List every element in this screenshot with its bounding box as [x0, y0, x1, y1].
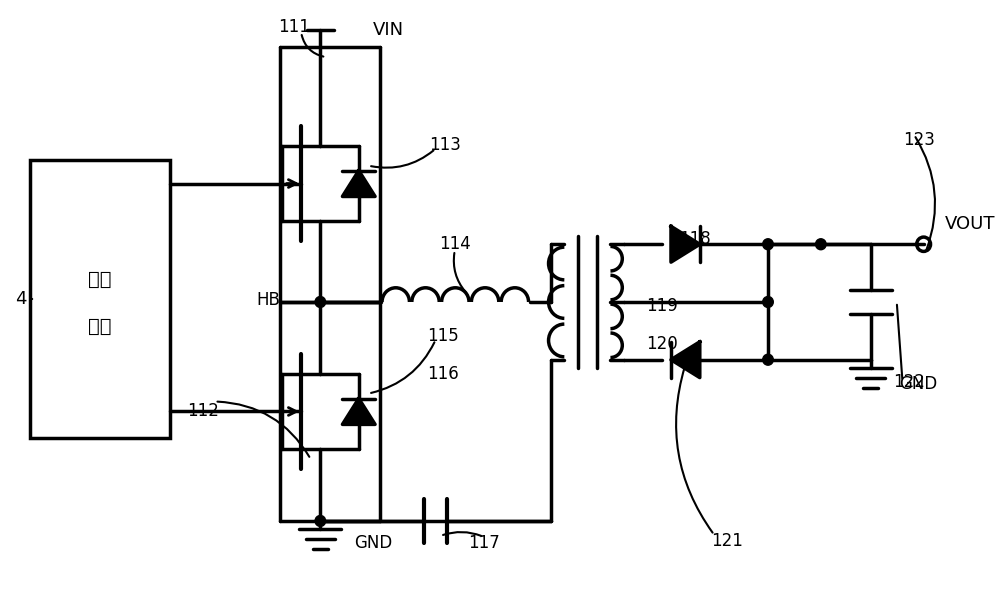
Text: 控制: 控制: [88, 270, 112, 289]
Text: 114: 114: [439, 235, 471, 253]
Text: 112: 112: [187, 403, 219, 421]
Text: VIN: VIN: [373, 21, 404, 39]
Text: 115: 115: [427, 327, 459, 345]
Text: 113: 113: [429, 135, 461, 154]
Text: 4: 4: [15, 290, 26, 308]
Text: 模块: 模块: [88, 317, 112, 336]
Circle shape: [816, 239, 826, 249]
Text: 117: 117: [468, 534, 500, 552]
Text: 123: 123: [903, 131, 935, 148]
Text: 121: 121: [711, 532, 743, 550]
Text: HB: HB: [256, 291, 280, 309]
Text: GND: GND: [900, 375, 938, 393]
Polygon shape: [342, 170, 375, 197]
Text: 122: 122: [893, 372, 925, 391]
Text: GND: GND: [354, 534, 392, 552]
Text: VOUT: VOUT: [945, 216, 995, 233]
Text: 111: 111: [278, 18, 310, 36]
Circle shape: [315, 516, 326, 526]
Circle shape: [315, 296, 326, 308]
Text: 119: 119: [646, 297, 678, 315]
Polygon shape: [671, 226, 700, 262]
Circle shape: [763, 296, 773, 308]
Polygon shape: [342, 399, 375, 424]
Text: 118: 118: [679, 230, 711, 248]
Polygon shape: [671, 342, 700, 378]
Text: 116: 116: [427, 365, 459, 383]
Circle shape: [763, 354, 773, 365]
FancyBboxPatch shape: [30, 160, 170, 438]
Circle shape: [763, 239, 773, 249]
Text: 120: 120: [646, 335, 678, 353]
